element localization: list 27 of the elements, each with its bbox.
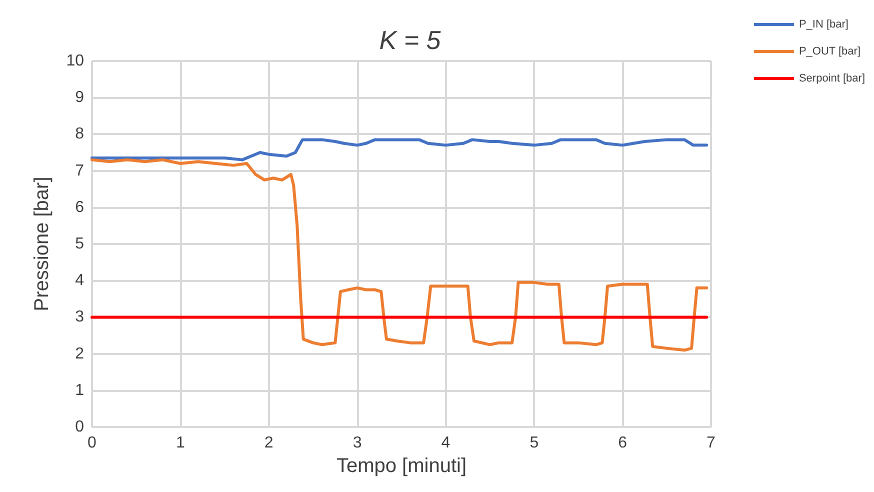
x-tick-label: 5: [530, 434, 539, 452]
y-tick-label: 2: [75, 345, 84, 362]
y-tick-label: 5: [75, 236, 84, 252]
y-tick-label: 9: [75, 89, 84, 106]
y-tick-label: 6: [75, 198, 84, 216]
y-axis-title: Pressione [bar]: [31, 176, 53, 312]
y-tick-label: 3: [75, 308, 84, 326]
y-tick-label: 4: [75, 272, 84, 290]
legend-label: P_IN [bar]: [798, 18, 848, 30]
x-tick-label: 1: [176, 434, 185, 452]
legend-label: P_OUT [bar]: [798, 46, 861, 58]
y-tick-label: 8: [75, 126, 84, 143]
x-tick-label: 3: [352, 434, 362, 452]
line-series: [90, 138, 708, 162]
y-tick-label: 7: [75, 162, 84, 180]
x-tick-label: 2: [264, 434, 274, 452]
line-series: [90, 158, 708, 352]
x-axis-title: Tempo [minuti]: [336, 454, 467, 477]
legend-label: Serpoint [bar]: [798, 72, 866, 84]
x-tick-label: 0: [88, 434, 97, 452]
x-tick-label: 6: [618, 434, 628, 452]
chart-title: K = 5: [379, 25, 442, 55]
y-tick-label: 1: [75, 382, 84, 399]
y-tick-label: 10: [66, 52, 84, 70]
y-tick-label: 0: [75, 418, 84, 436]
x-tick-label: 7: [706, 434, 716, 452]
x-tick-label: 4: [441, 434, 450, 452]
